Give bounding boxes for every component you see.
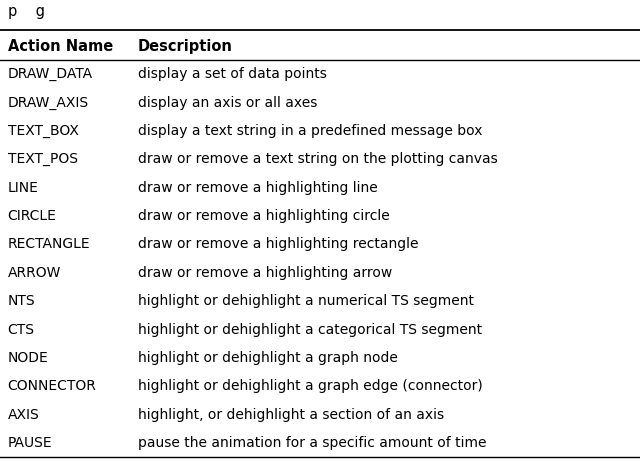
Text: draw or remove a highlighting line: draw or remove a highlighting line <box>138 181 378 195</box>
Text: p    g: p g <box>8 4 45 19</box>
Text: highlight or dehighlight a graph node: highlight or dehighlight a graph node <box>138 351 397 365</box>
Text: Action Name: Action Name <box>8 39 113 53</box>
Text: draw or remove a highlighting rectangle: draw or remove a highlighting rectangle <box>138 237 418 251</box>
Text: CONNECTOR: CONNECTOR <box>8 379 97 393</box>
Text: pause the animation for a specific amount of time: pause the animation for a specific amoun… <box>138 436 486 450</box>
Text: NODE: NODE <box>8 351 49 365</box>
Text: Description: Description <box>138 39 232 53</box>
Text: RECTANGLE: RECTANGLE <box>8 237 90 251</box>
Text: highlight or dehighlight a categorical TS segment: highlight or dehighlight a categorical T… <box>138 323 482 337</box>
Text: display a text string in a predefined message box: display a text string in a predefined me… <box>138 124 482 138</box>
Text: draw or remove a text string on the plotting canvas: draw or remove a text string on the plot… <box>138 152 497 166</box>
Text: display an axis or all axes: display an axis or all axes <box>138 95 317 110</box>
Text: display a set of data points: display a set of data points <box>138 67 326 81</box>
Text: highlight or dehighlight a numerical TS segment: highlight or dehighlight a numerical TS … <box>138 294 474 308</box>
Text: highlight or dehighlight a graph edge (connector): highlight or dehighlight a graph edge (c… <box>138 379 483 393</box>
Text: draw or remove a highlighting arrow: draw or remove a highlighting arrow <box>138 266 392 280</box>
Text: DRAW_DATA: DRAW_DATA <box>8 67 93 81</box>
Text: AXIS: AXIS <box>8 408 40 422</box>
Text: ARROW: ARROW <box>8 266 61 280</box>
Text: CIRCLE: CIRCLE <box>8 209 56 223</box>
Text: LINE: LINE <box>8 181 38 195</box>
Text: NTS: NTS <box>8 294 35 308</box>
Text: TEXT_POS: TEXT_POS <box>8 152 77 166</box>
Text: TEXT_BOX: TEXT_BOX <box>8 124 79 138</box>
Text: PAUSE: PAUSE <box>8 436 52 450</box>
Text: highlight, or dehighlight a section of an axis: highlight, or dehighlight a section of a… <box>138 408 444 422</box>
Text: CTS: CTS <box>8 323 35 337</box>
Text: draw or remove a highlighting circle: draw or remove a highlighting circle <box>138 209 389 223</box>
Text: DRAW_AXIS: DRAW_AXIS <box>8 95 89 110</box>
